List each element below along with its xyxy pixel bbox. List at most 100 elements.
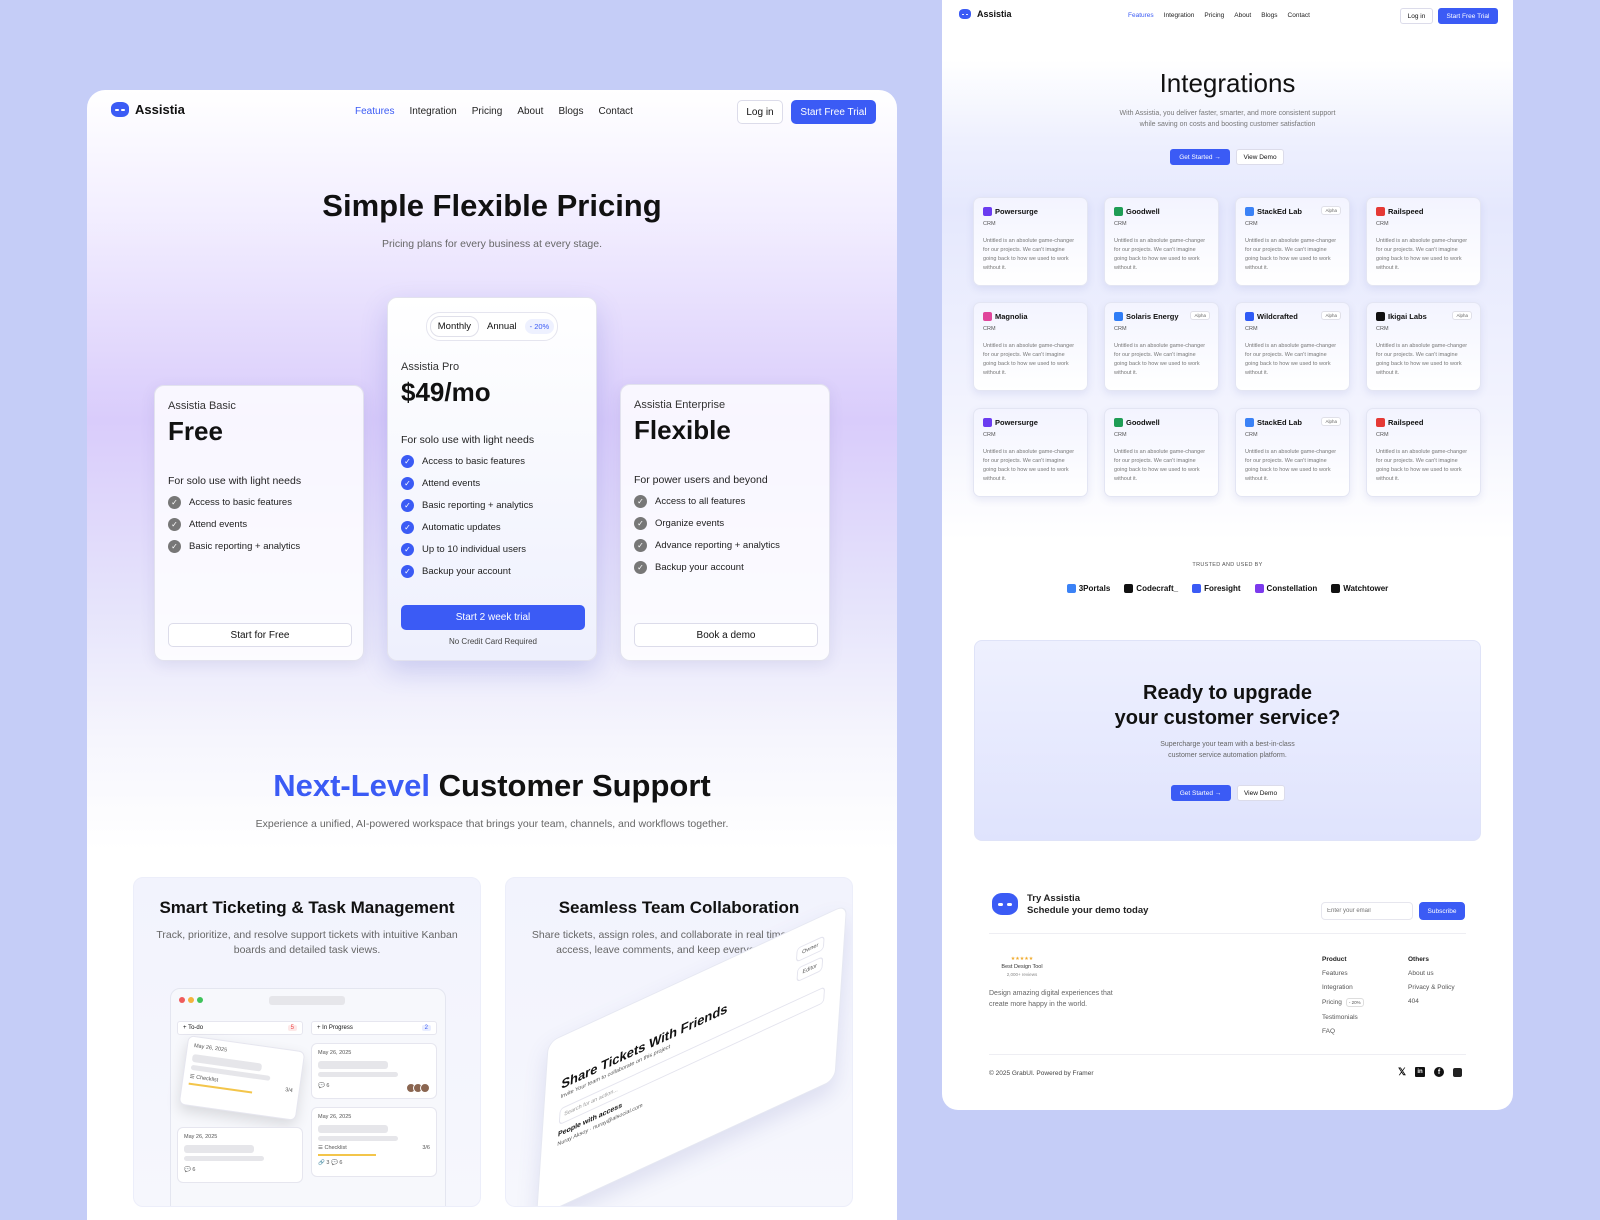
linkedin-icon[interactable]: in bbox=[1415, 1067, 1426, 1077]
integration-name: Solaris Energy bbox=[1114, 312, 1209, 321]
nav-item-contact[interactable]: Contact bbox=[598, 106, 633, 117]
kanban-column-todo[interactable]: + To-do 5 bbox=[177, 1021, 303, 1035]
cta-subtitle-line: customer service automation platform. bbox=[1168, 752, 1287, 759]
integration-description: Untitled is an absolute game-changer for… bbox=[983, 449, 1075, 482]
nav-item-pricing[interactable]: Pricing bbox=[471, 106, 503, 117]
integration-name: Railspeed bbox=[1376, 207, 1471, 216]
book-demo-button[interactable]: Book a demo bbox=[634, 623, 818, 647]
nav-item-integration[interactable]: Integration bbox=[1163, 12, 1195, 19]
share-search-input[interactable]: Search for an action... bbox=[558, 986, 826, 1126]
subtitle-line: while saving on costs and boosting custo… bbox=[1139, 121, 1316, 128]
nav-item-about[interactable]: About bbox=[517, 106, 544, 117]
check-circle-icon: ✓ bbox=[168, 518, 181, 531]
nav-item-about[interactable]: About bbox=[1234, 12, 1252, 19]
button-label: Get Started bbox=[1179, 789, 1213, 797]
integration-category: CRM bbox=[1245, 221, 1258, 227]
integration-card[interactable]: StackEd Lab CRM Untitled is an absolute ga… bbox=[1235, 197, 1350, 286]
cta-title-line: your customer service? bbox=[1114, 707, 1341, 729]
login-button[interactable]: Log in bbox=[1400, 8, 1433, 24]
nav-item-features[interactable]: Features bbox=[355, 106, 395, 117]
brand-name: Assistia bbox=[977, 9, 1012, 19]
start-trial-button[interactable]: Start 2 week trial bbox=[401, 605, 585, 630]
x-icon[interactable]: 𝕏 bbox=[1398, 1067, 1407, 1078]
kanban-column-in-progress[interactable]: + In Progress 2 bbox=[311, 1021, 437, 1035]
feature-label: Basic reporting + analytics bbox=[422, 500, 534, 511]
view-demo-button[interactable]: View Demo bbox=[1236, 149, 1284, 165]
footer-link[interactable]: Privacy & Policy bbox=[1408, 984, 1455, 991]
feature-label: Attend events bbox=[189, 519, 248, 530]
check-circle-icon: ✓ bbox=[401, 543, 414, 556]
trusted-logo: Watchtower bbox=[1331, 584, 1388, 593]
email-input[interactable] bbox=[1321, 902, 1413, 920]
footer-link-features[interactable]: Features bbox=[1322, 970, 1364, 977]
integration-card[interactable]: Wildcrafted CRM Untitled is an absolute ga… bbox=[1235, 302, 1350, 391]
monthly-toggle[interactable]: Monthly bbox=[429, 316, 480, 337]
checklist-progress: 3/6 bbox=[422, 1145, 430, 1151]
integration-card[interactable]: Powersurge CRM Untitled is an absolute gam… bbox=[973, 197, 1088, 286]
footer-link-testimonials[interactable]: Testimonials bbox=[1322, 1014, 1364, 1021]
main-nav: Features Integration Pricing About Blogs Cont… bbox=[1128, 12, 1310, 19]
integration-logo-icon bbox=[983, 207, 992, 216]
comment-count: 6 bbox=[339, 1160, 343, 1166]
integration-card[interactable]: Goodwell CRM Untitled is an absolute game-… bbox=[1104, 408, 1219, 497]
cta-view-demo-button[interactable]: View Demo bbox=[1236, 785, 1285, 801]
integration-card[interactable]: Solaris Energy CRM Untitled is an absolute… bbox=[1104, 302, 1219, 391]
integration-card[interactable]: Powersurge CRM Untitled is an absolute gam… bbox=[973, 408, 1088, 497]
rating-stars: ★★★★★ bbox=[1010, 956, 1034, 962]
integration-category: CRM bbox=[1376, 221, 1389, 227]
nav-item-features[interactable]: Features bbox=[1128, 12, 1154, 19]
feature-description: Track, prioritize, and resolve support t… bbox=[156, 929, 458, 956]
integration-card[interactable]: Railspeed CRM Untitled is an absolute game… bbox=[1366, 197, 1481, 286]
integration-card[interactable]: StackEd Lab CRM Untitled is an absolute ga… bbox=[1235, 408, 1350, 497]
trusted-logo: Codecraft_ bbox=[1124, 584, 1178, 593]
subscribe-button[interactable]: Subscribe bbox=[1419, 902, 1465, 920]
integration-card[interactable]: Magnolia CRM Untitled is an absolute game-… bbox=[973, 302, 1088, 391]
footer-link[interactable]: About us bbox=[1408, 970, 1434, 977]
link-count: 3 bbox=[326, 1160, 330, 1166]
brand-logo[interactable]: Assistia bbox=[959, 9, 1012, 19]
feature-title: Smart Ticketing & Task Management bbox=[159, 898, 455, 917]
kanban-task-card[interactable]: May 26, 2025 ☰ Checklist 3/6 🔗 3 💬 6 bbox=[311, 1107, 437, 1177]
login-button[interactable]: Log in bbox=[737, 100, 783, 124]
trusted-logo: Foresight bbox=[1192, 584, 1241, 593]
footer-link-integration[interactable]: Integration bbox=[1322, 984, 1364, 991]
company-logo-icon bbox=[1192, 584, 1202, 593]
feature-label: Access to basic features bbox=[189, 497, 292, 508]
nav-item-pricing[interactable]: Pricing bbox=[1204, 12, 1225, 19]
annual-toggle[interactable]: Annual bbox=[487, 321, 517, 332]
feature-card-ticketing: Smart Ticketing & Task Management Track,… bbox=[133, 877, 481, 1207]
nav-item-blogs[interactable]: Blogs bbox=[1261, 12, 1278, 19]
facebook-icon[interactable]: f bbox=[1434, 1067, 1445, 1077]
integration-description: Untitled is an absolute game-changer for… bbox=[1376, 343, 1468, 376]
cta-get-started-button[interactable]: Get Started → bbox=[1170, 785, 1231, 801]
plan-description: For solo use with light needs bbox=[401, 434, 535, 446]
footer-link[interactable]: 404 bbox=[1408, 998, 1419, 1005]
start-for-free-button[interactable]: Start for Free bbox=[168, 623, 352, 647]
integration-card[interactable]: Railspeed CRM Untitled is an absolute game… bbox=[1366, 408, 1481, 497]
framer-icon[interactable] bbox=[1453, 1068, 1463, 1077]
integration-card[interactable]: Goodwell CRM Untitled is an absolute game-… bbox=[1104, 197, 1219, 286]
integration-name: StackEd Lab bbox=[1245, 207, 1340, 216]
integration-logo-icon bbox=[1376, 312, 1385, 321]
footer-divider bbox=[989, 933, 1466, 934]
nav-item-integration[interactable]: Integration bbox=[409, 106, 457, 117]
nav-item-contact[interactable]: Contact bbox=[1287, 12, 1310, 19]
integration-logo-icon bbox=[1245, 312, 1254, 321]
start-free-trial-button[interactable]: Start Free Trial bbox=[791, 100, 876, 124]
feature-label: Automatic updates bbox=[422, 522, 501, 533]
company-logo-icon bbox=[1124, 584, 1134, 593]
kanban-task-card[interactable]: May 26, 2025 ☰ Checklist 3/4 bbox=[178, 1035, 306, 1121]
award-title: Best Design Tool bbox=[1001, 964, 1043, 970]
kanban-task-card[interactable]: May 26, 2025 💬 6 bbox=[311, 1043, 437, 1099]
feature-item: ✓ Backup your account bbox=[634, 561, 816, 574]
footer-link-pricing[interactable]: Pricing - 20% bbox=[1322, 998, 1364, 1007]
start-free-trial-button[interactable]: Start Free Trial bbox=[1438, 8, 1498, 24]
plan-card-pro: Monthly Annual - 20% Assistia Pro $49/mo… bbox=[387, 297, 597, 661]
integration-description: Untitled is an absolute game-changer for… bbox=[983, 343, 1075, 376]
nav-item-blogs[interactable]: Blogs bbox=[558, 106, 584, 117]
kanban-task-card[interactable]: May 26, 2025 💬 6 bbox=[177, 1127, 303, 1183]
brand-logo[interactable]: Assistia bbox=[111, 102, 185, 117]
footer-link-faq[interactable]: FAQ bbox=[1322, 1028, 1364, 1035]
integration-card[interactable]: Ikigai Labs CRM Untitled is an absolute ga… bbox=[1366, 302, 1481, 391]
get-started-button[interactable]: Get Started → bbox=[1170, 149, 1230, 165]
